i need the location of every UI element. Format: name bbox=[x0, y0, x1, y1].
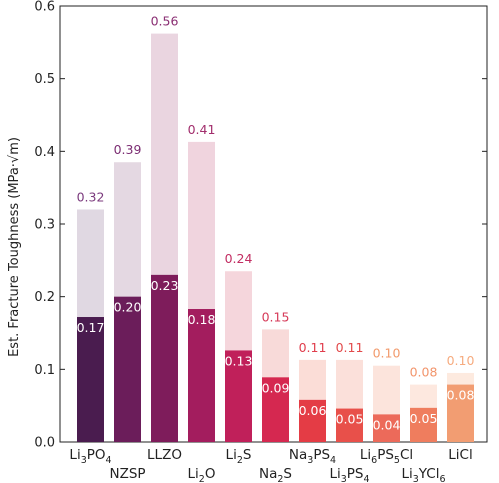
bar-lower bbox=[262, 377, 289, 442]
x-tick-label-part: YCl bbox=[418, 466, 440, 482]
x-tick-label: Li2O bbox=[188, 466, 216, 483]
x-tick-label-part: Na bbox=[259, 466, 277, 482]
y-tick-label: 0.0 bbox=[34, 436, 55, 451]
x-tick-label-part: Li bbox=[226, 447, 237, 463]
bar-total-label: 0.10 bbox=[373, 346, 401, 361]
bar-lower bbox=[373, 414, 400, 442]
bar-lower bbox=[225, 350, 252, 442]
x-tick-label-part: Li bbox=[188, 466, 199, 482]
bar-lower bbox=[336, 408, 363, 442]
x-tick-label-part: 5 bbox=[394, 455, 400, 466]
x-tick-label-part: Li bbox=[69, 447, 80, 463]
x-tick-label-part: 4 bbox=[364, 474, 370, 483]
x-tick-label-part: 6 bbox=[439, 474, 445, 483]
bar-lower-label: 0.20 bbox=[114, 300, 142, 315]
bar-lower-label: 0.05 bbox=[410, 411, 438, 426]
x-tick-label-part: 6 bbox=[371, 455, 377, 466]
bar-lower bbox=[77, 317, 104, 442]
bar-lower bbox=[114, 296, 141, 442]
x-tick-label-part: Li bbox=[401, 466, 412, 482]
bar-lower bbox=[410, 407, 437, 442]
x-tick-label-part: 4 bbox=[330, 455, 336, 466]
y-tick-label: 0.1 bbox=[34, 363, 55, 378]
x-tick-label-part: Cl bbox=[400, 447, 413, 463]
x-tick-label: Li2S bbox=[226, 447, 252, 466]
x-tick-label: Li3PO4 bbox=[69, 447, 111, 466]
x-tick-label-part: PO bbox=[87, 447, 106, 463]
bar-lower-label: 0.17 bbox=[77, 320, 105, 335]
bar-lower-label: 0.05 bbox=[336, 412, 364, 427]
bar-lower bbox=[447, 384, 474, 442]
x-tick-label: Na2S bbox=[259, 466, 292, 483]
x-tick-label-part: 2 bbox=[277, 474, 283, 483]
x-tick-label: Li6PS5Cl bbox=[360, 447, 413, 466]
x-tick-label-part: PS bbox=[377, 447, 394, 463]
x-tick-label-part: S bbox=[283, 466, 292, 482]
bar-lower-label: 0.13 bbox=[225, 353, 253, 368]
y-tick-label: 0.4 bbox=[34, 145, 55, 160]
bar-total-label: 0.10 bbox=[447, 353, 475, 368]
y-tick-label: 0.2 bbox=[34, 290, 55, 305]
x-tick-label-part: NZSP bbox=[109, 466, 145, 482]
x-tick-label: LLZO bbox=[147, 447, 182, 463]
bar-total-label: 0.24 bbox=[225, 251, 253, 266]
bar-lower bbox=[188, 309, 215, 442]
x-tick-label-part: O bbox=[205, 466, 216, 482]
bar-total-label: 0.11 bbox=[336, 340, 364, 355]
bar-lower bbox=[151, 274, 178, 442]
bar-lower-label: 0.18 bbox=[188, 312, 216, 327]
x-tick-label-part: 3 bbox=[341, 474, 347, 483]
bar-lower bbox=[299, 399, 326, 442]
x-tick-label-part: 2 bbox=[237, 455, 243, 466]
x-tick-label: NZSP bbox=[109, 466, 145, 482]
x-tick-label-part: LiCl bbox=[448, 447, 472, 463]
bar-lower-label: 0.09 bbox=[262, 380, 290, 395]
bar-lower-label: 0.23 bbox=[151, 278, 179, 293]
x-tick-label: Li3PS4 bbox=[329, 466, 369, 483]
y-axis-label: Est. Fracture Toughness (MPa·√m) bbox=[7, 137, 22, 357]
x-tick-label-part: PS bbox=[347, 466, 364, 482]
bar-total-label: 0.39 bbox=[114, 142, 142, 157]
x-tick-label-part: Na bbox=[289, 447, 307, 463]
x-tick-label-part: LLZO bbox=[147, 447, 182, 463]
x-tick-label-part: S bbox=[243, 447, 252, 463]
bar-total-label: 0.11 bbox=[299, 340, 327, 355]
x-tick-label: Li3YCl6 bbox=[401, 466, 445, 483]
bar-total-label: 0.15 bbox=[262, 309, 290, 324]
x-tick-label-part: 3 bbox=[81, 455, 87, 466]
bar-lower-label: 0.08 bbox=[447, 388, 475, 403]
value-labels: 0.32 0.17 0.39 0.20 0.56 0.23 0.41 0.18 0.24 0.13… bbox=[77, 14, 475, 433]
bar-total-label: 0.32 bbox=[77, 189, 105, 204]
x-tick-label: Na3PS4 bbox=[289, 447, 336, 466]
x-tick-label-part: 2 bbox=[199, 474, 205, 483]
x-tick-label-part: PS bbox=[313, 447, 330, 463]
x-tick-label-part: 3 bbox=[307, 455, 313, 466]
bar-lower-label: 0.04 bbox=[373, 417, 401, 432]
x-tick-label-part: Li bbox=[360, 447, 371, 463]
y-tick-label: 0.5 bbox=[34, 72, 55, 87]
x-tick-label-part: 4 bbox=[106, 455, 112, 466]
bars bbox=[77, 33, 474, 443]
x-tick-labels: Li3PO4NZSPLLZOLi2OLi2SNa2SNa3PS4Li3PS4Li… bbox=[69, 447, 472, 483]
bar-total-label: 0.08 bbox=[410, 365, 438, 380]
x-tick-label-part: 3 bbox=[413, 474, 419, 483]
x-tick-label: LiCl bbox=[448, 447, 472, 463]
y-tick-label: 0.6 bbox=[34, 0, 55, 15]
bar-total-label: 0.56 bbox=[151, 14, 179, 29]
bar-total-label: 0.41 bbox=[188, 122, 216, 137]
bar-lower-label: 0.06 bbox=[299, 403, 327, 418]
x-tick-label-part: Li bbox=[329, 466, 340, 482]
y-tick-label: 0.3 bbox=[34, 218, 55, 233]
